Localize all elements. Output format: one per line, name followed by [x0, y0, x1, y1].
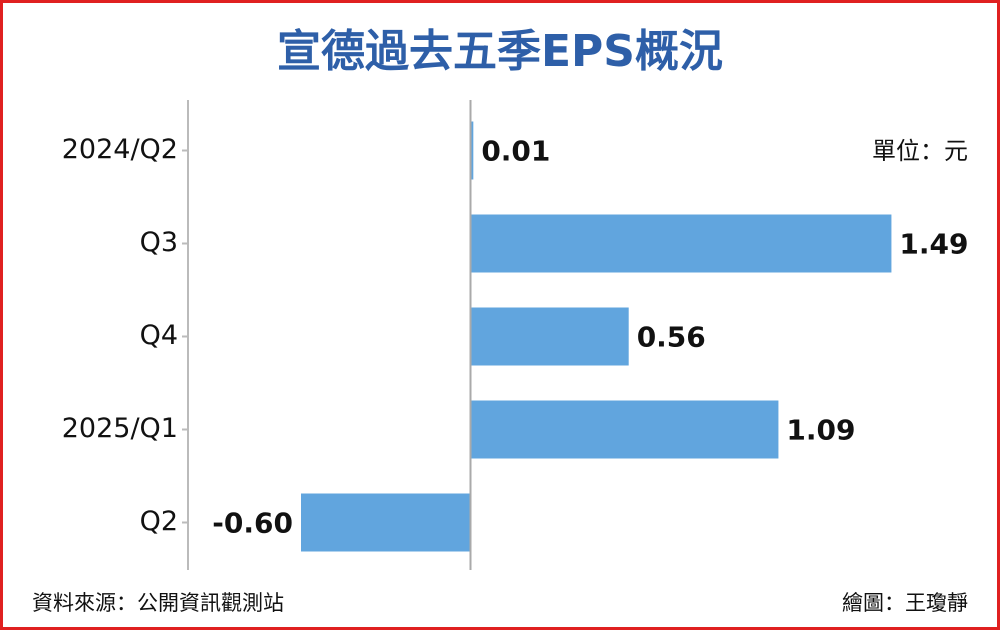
bar: [470, 307, 629, 366]
y-tick-label: 2024/Q2: [62, 134, 178, 165]
y-tick-label: 2025/Q1: [62, 413, 178, 444]
credit: 繪圖：王瓊靜: [842, 591, 968, 615]
bar: [470, 214, 892, 273]
value-label: -0.60: [212, 507, 293, 540]
bar: [470, 400, 779, 459]
value-label: 1.09: [786, 414, 855, 447]
chart-title: 宣德過去五季EPS概況: [277, 26, 723, 77]
bar: [301, 493, 471, 552]
y-tick-label: Q4: [140, 320, 178, 351]
bar: [470, 121, 474, 180]
y-tick-label: Q3: [140, 227, 178, 258]
source: 資料來源：公開資訊觀測站: [32, 591, 284, 615]
value-label: 0.01: [481, 135, 550, 168]
value-label: 0.56: [637, 321, 706, 354]
unit-label: 單位：元: [872, 137, 968, 165]
value-label: 1.49: [899, 228, 968, 261]
y-tick-label: Q2: [140, 506, 178, 537]
